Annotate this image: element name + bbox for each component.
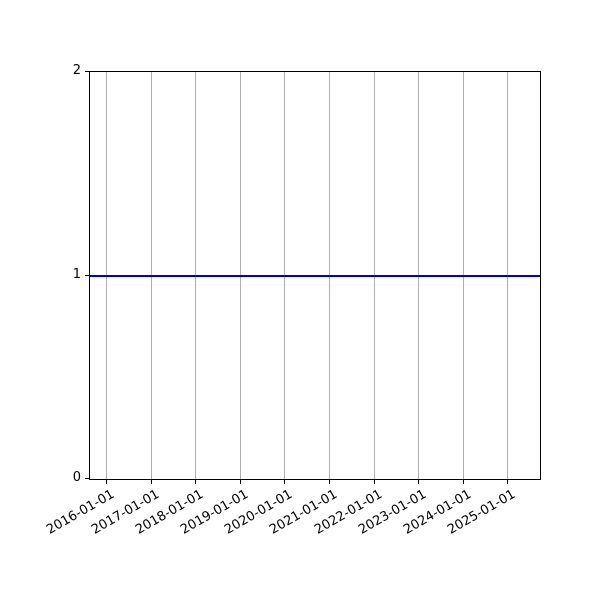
plot-inner: [90, 72, 540, 479]
x-tick-mark: [329, 480, 330, 484]
y-tick-mark: [85, 71, 89, 72]
y-tick-mark: [85, 478, 89, 479]
x-tick-mark: [151, 480, 152, 484]
y-tick-mark: [85, 275, 89, 276]
x-tick-mark: [418, 480, 419, 484]
y-tick-label: 0: [72, 470, 81, 485]
x-tick-mark: [240, 480, 241, 484]
y-tick-label: 2: [72, 63, 81, 78]
series-line: [90, 275, 540, 277]
plot-area: [89, 71, 541, 480]
x-tick-mark: [463, 480, 464, 484]
x-tick-mark: [195, 480, 196, 484]
x-tick-mark: [374, 480, 375, 484]
x-tick-mark: [507, 480, 508, 484]
x-tick-mark: [284, 480, 285, 484]
y-tick-label: 1: [72, 267, 81, 282]
x-tick-mark: [106, 480, 107, 484]
